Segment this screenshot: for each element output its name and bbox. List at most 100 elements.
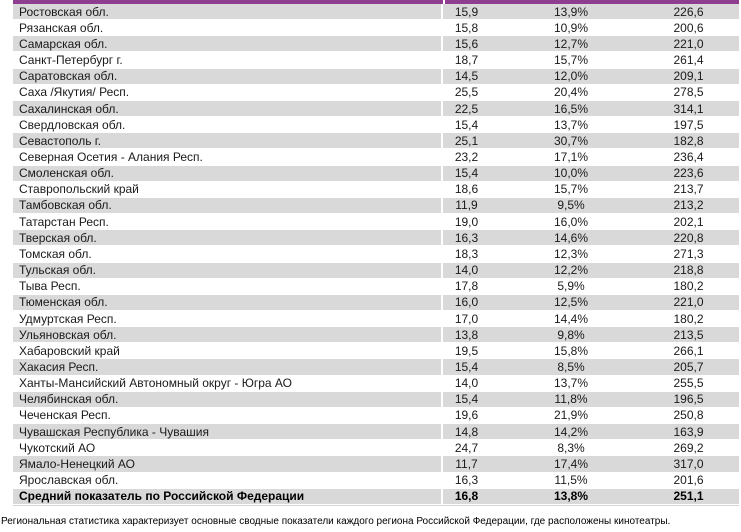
percent-cell: 13,7% <box>553 117 589 132</box>
region-name-cell: Сахалинская обл. <box>13 100 443 117</box>
value-cell: 196,5 <box>673 392 704 407</box>
value-cell: 200,6 <box>673 20 704 35</box>
row-filler <box>725 311 739 326</box>
region-name-cell: Свердловская обл. <box>13 117 443 133</box>
percent-cell: 13,9% <box>553 4 589 19</box>
value-cell: 255,5 <box>673 376 704 391</box>
value-cell: 221,0 <box>673 36 704 51</box>
row-filler <box>725 456 739 471</box>
table-row: Удмуртская Респ. 17,0 14,4% 180,2 <box>13 310 739 328</box>
row-filler <box>725 101 739 116</box>
table-row: Северная Осетия - Алания Респ. 23,2 17,1% 2… <box>13 149 739 166</box>
value-cell: 269,2 <box>673 440 704 455</box>
value-cell: 23,2 <box>454 149 479 164</box>
value-cell: 266,1 <box>673 343 704 358</box>
value-cell: 209,1 <box>673 69 704 84</box>
row-filler <box>725 359 739 374</box>
percent-cell: 14,4% <box>553 311 589 326</box>
region-name-cell: Самарская обл. <box>13 36 443 52</box>
value-cell: 197,5 <box>673 117 704 132</box>
summary-row: Средний показатель по Российской Федерац… <box>13 488 739 505</box>
region-name-cell: Северная Осетия - Алания Респ. <box>13 149 443 165</box>
value-cell: 205,7 <box>673 360 704 375</box>
region-name-cell: Чувашская Республика - Чувашия <box>13 424 443 440</box>
value-cell: 261,4 <box>673 53 704 68</box>
value-cell: 14,5 <box>454 69 479 84</box>
table-row: Тыва Респ. 17,8 5,9% 180,2 <box>13 278 739 295</box>
value-cell: 13,8 <box>454 327 479 342</box>
row-filler <box>725 246 739 261</box>
percent-cell: 8,5% <box>557 360 585 375</box>
value-cell: 226,6 <box>673 4 704 19</box>
value-cell: 271,3 <box>673 246 704 261</box>
value-cell: 180,2 <box>673 279 704 294</box>
row-filler <box>725 85 739 100</box>
value-cell: 278,5 <box>673 85 704 100</box>
region-name-cell: Тамбовская обл. <box>13 197 443 214</box>
value-cell: 220,8 <box>673 230 704 245</box>
value-cell: 15,4 <box>454 360 479 375</box>
region-name-cell: Ханты-Мансийский Автономный округ - Югра… <box>13 375 443 391</box>
value-cell: 15,6 <box>454 36 479 51</box>
table-row: Ямало-Ненецкий АО 11,7 17,4% 317,0 <box>13 456 739 473</box>
table-header-bar <box>13 0 739 4</box>
value-cell: 15,4 <box>454 166 479 181</box>
value-cell: 218,8 <box>673 263 704 278</box>
table-row: Ставропольский край 18,6 15,7% 213,7 <box>13 181 739 198</box>
value-cell: 16,0 <box>454 295 479 310</box>
percent-cell: 5,9% <box>557 279 585 294</box>
percent-cell: 14,6% <box>553 230 589 245</box>
row-filler <box>725 263 739 278</box>
row-filler <box>725 440 739 455</box>
value-cell: 213,7 <box>673 182 704 197</box>
table-row: Свердловская обл. 15,4 13,7% 197,5 <box>13 117 739 134</box>
value-cell: 24,7 <box>454 440 479 455</box>
row-filler <box>725 343 739 358</box>
value-cell: 19,0 <box>454 214 479 229</box>
value-cell: 15,4 <box>454 392 479 407</box>
value-cell: 14,0 <box>454 376 479 391</box>
value-cell: 22,5 <box>454 101 479 116</box>
row-filler <box>725 133 739 148</box>
row-filler <box>725 408 739 423</box>
row-filler <box>725 20 739 35</box>
percent-cell: 16,0% <box>553 214 589 229</box>
percent-cell: 8,3% <box>557 440 585 455</box>
value-cell: 213,2 <box>673 198 704 213</box>
value-cell: 213,5 <box>673 327 704 342</box>
table-row: Севастополь г. 25,1 30,7% 182,8 <box>13 133 739 150</box>
percent-cell: 12,0% <box>553 69 589 84</box>
region-name-cell: Челябинская обл. <box>13 391 443 407</box>
percent-cell: 15,8% <box>553 343 589 358</box>
region-name-cell: Ямало-Ненецкий АО <box>13 456 443 472</box>
percent-cell: 9,8% <box>557 327 585 342</box>
table-row: Татарстан Респ. 19,0 16,0% 202,1 <box>13 214 739 231</box>
value-cell: 201,6 <box>673 473 704 488</box>
value-cell: 11,7 <box>455 456 478 471</box>
region-name-cell: Удмуртская Респ. <box>13 310 443 327</box>
table-row: Ханты-Мансийский Автономный округ - Югра… <box>13 375 739 392</box>
region-name-cell: Тюменская обл. <box>13 294 443 310</box>
row-filler <box>725 4 739 19</box>
value-cell: 251,1 <box>673 489 704 504</box>
region-name-cell: Саратовская обл. <box>13 68 443 84</box>
table-row: Челябинская обл. 15,4 11,8% 196,5 <box>13 391 739 408</box>
region-name-cell: Тверская обл. <box>13 230 443 246</box>
value-cell: 19,6 <box>454 408 479 423</box>
footnote: Региональная статистика характеризует ос… <box>1 516 671 527</box>
table-row: Ульяновская обл. 13,8 9,8% 213,5 <box>13 327 739 344</box>
table-row: Ростовская обл. 15,9 13,9% 226,6 <box>13 4 739 21</box>
region-name-cell: Ульяновская обл. <box>13 327 443 343</box>
row-filler <box>725 69 739 84</box>
region-name-cell: Тыва Респ. <box>13 278 443 294</box>
value-cell: 18,3 <box>454 246 479 261</box>
table-row: Тульская обл. 14,0 12,2% 218,8 <box>13 262 739 279</box>
percent-cell: 16,5% <box>553 101 589 116</box>
percent-cell: 21,9% <box>553 408 589 423</box>
value-cell: 223,6 <box>673 166 704 181</box>
value-cell: 18,7 <box>454 53 479 68</box>
value-cell: 15,9 <box>454 4 479 19</box>
row-filler <box>725 424 739 439</box>
table-row: Тверская обл. 16,3 14,6% 220,8 <box>13 230 739 247</box>
region-name-cell: Саха /Якутия/ Респ. <box>13 84 443 100</box>
